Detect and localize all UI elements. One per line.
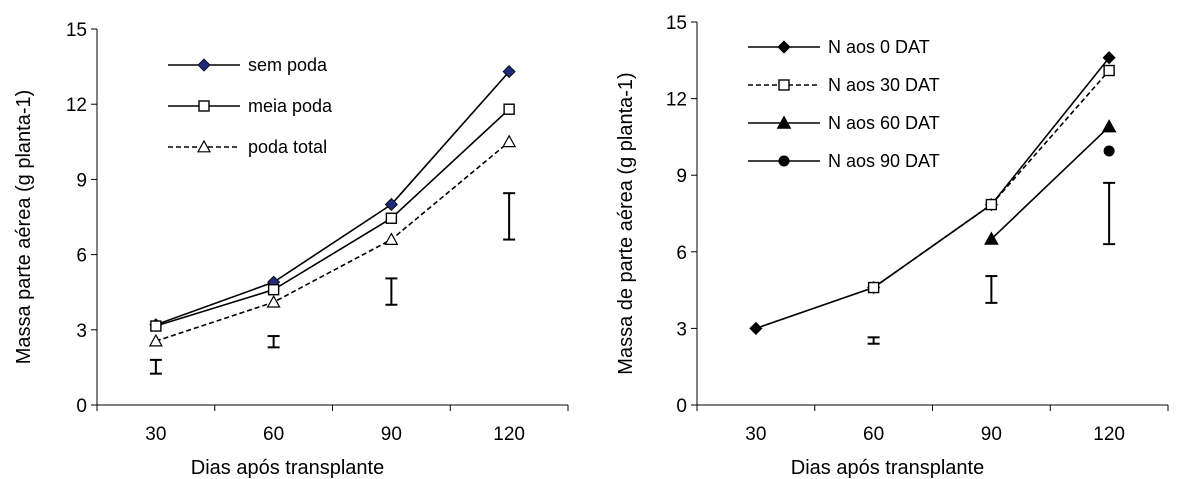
y-tick-label: 0: [676, 396, 687, 417]
legend-marker: [196, 139, 212, 153]
data-point: [503, 103, 515, 115]
legend-marker: [778, 79, 790, 91]
error-bar: [385, 277, 398, 306]
legend-label: N aos 60 DAT: [828, 113, 940, 133]
series-2: [984, 119, 1117, 245]
y-tick-label: 0: [76, 396, 87, 417]
data-point: [384, 232, 399, 245]
legend-item: sem poda: [168, 55, 328, 75]
x-axis-title: Dias após transplante: [191, 457, 384, 479]
data-point: [267, 283, 280, 296]
error-bar: [867, 336, 880, 345]
data-point: [984, 231, 999, 245]
legend-marker: [197, 58, 211, 72]
y-tick-label: 15: [666, 13, 687, 34]
legend-item: N aos 30 DAT: [748, 75, 940, 95]
data-point: [502, 65, 516, 79]
legend-label: poda total: [248, 137, 327, 157]
y-axis-title: Massa de parte aérea (g planta-1): [615, 72, 637, 374]
legend-label: N aos 90 DAT: [828, 151, 940, 171]
x-tick-label: 120: [1093, 424, 1125, 445]
data-point: [1102, 51, 1116, 65]
error-bar: [1103, 181, 1116, 246]
y-tick-label: 9: [676, 166, 687, 187]
y-tick-label: 12: [66, 95, 87, 116]
y-tick-label: 6: [76, 246, 87, 267]
series-line: [155, 71, 510, 326]
data-point: [502, 134, 517, 148]
error-bar: [267, 335, 280, 349]
series-1: [150, 103, 515, 332]
error-bar: [985, 275, 998, 304]
series-3: [1103, 145, 1115, 157]
y-tick-label: 12: [666, 90, 687, 111]
data-point: [150, 320, 162, 332]
series-line: [755, 57, 1110, 330]
legend-item: meia poda: [168, 96, 333, 116]
legend-item: N aos 0 DAT: [748, 37, 930, 57]
y-tick-label: 3: [76, 321, 87, 342]
legend-marker: [198, 100, 210, 112]
y-tick-label: 15: [66, 20, 87, 41]
series-2: [148, 134, 517, 347]
x-tick-label: 90: [381, 424, 402, 445]
data-point: [266, 294, 281, 308]
data-point: [384, 197, 398, 212]
legend-label: sem poda: [248, 55, 328, 75]
y-tick-label: 6: [676, 243, 687, 264]
series-line: [155, 141, 510, 342]
legend-label: meia poda: [248, 96, 333, 116]
legend-label: N aos 0 DAT: [828, 37, 930, 57]
x-tick-label: 30: [145, 424, 166, 445]
legend-label: N aos 30 DAT: [828, 75, 940, 95]
series-line: [155, 108, 510, 327]
series-line: [990, 126, 1110, 240]
x-tick-label: 60: [263, 424, 284, 445]
data-point: [985, 198, 998, 211]
legend-marker: [777, 40, 791, 54]
x-tick-label: 90: [981, 424, 1002, 445]
y-axis-title: Massa parte aérea (g planta-1): [13, 90, 35, 365]
data-point: [148, 333, 163, 347]
error-bar: [149, 358, 162, 375]
data-point: [1103, 145, 1115, 157]
y-tick-label: 3: [676, 319, 687, 340]
data-point: [867, 281, 880, 294]
legend: sem poda meia poda poda total: [168, 55, 333, 157]
data-point: [1103, 64, 1115, 77]
legend-marker: [778, 155, 790, 167]
error-bar: [503, 192, 516, 241]
legend: N aos 0 DAT N aos 30 DAT N aos 60 DAT N aos…: [748, 37, 940, 171]
data-point: [749, 321, 763, 335]
data-point: [385, 212, 398, 224]
chart-right: 0 3 6 9 12 15 30 60 90 120 Dias após transplante Ma…: [615, 13, 1169, 479]
series-1: [867, 64, 1115, 294]
x-tick-label: 120: [493, 424, 525, 445]
x-tick-label: 30: [745, 424, 766, 445]
data-point: [1101, 119, 1117, 133]
x-tick-label: 60: [863, 424, 884, 445]
y-tick-label: 9: [76, 170, 87, 191]
legend-marker: [776, 115, 792, 129]
legend-item: N aos 60 DAT: [748, 113, 940, 133]
legend-item: poda total: [168, 137, 327, 157]
legend-item: N aos 90 DAT: [748, 151, 940, 171]
x-axis-title: Dias após transplante: [791, 457, 984, 479]
chart-left: 0 3 6 9 12 15 30 60 90 120 Dias após transplante Ma…: [13, 20, 569, 479]
